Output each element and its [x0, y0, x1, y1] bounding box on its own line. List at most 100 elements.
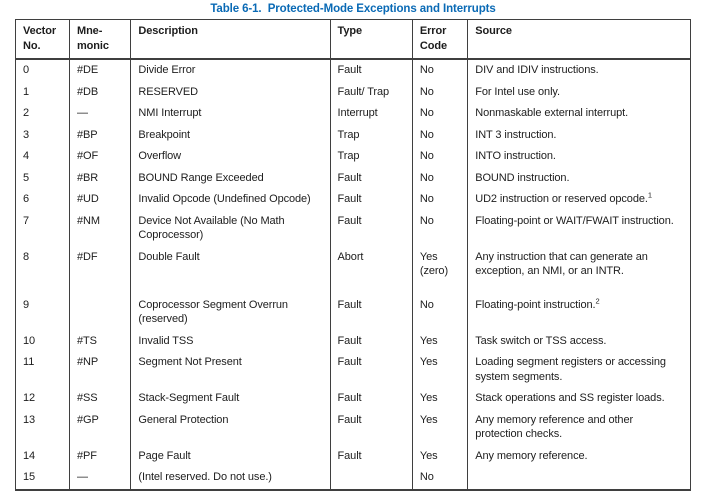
cell-error-code: Yes	[411, 445, 469, 468]
cell-mnemonic: #OF	[68, 146, 132, 168]
cell-source: Floating-point or WAIT/FWAIT instruction…	[467, 210, 691, 247]
cell-source: Stack operations and SS register loads.	[467, 388, 691, 410]
source-text: INTO instruction.	[475, 150, 556, 163]
cell-vector: 3	[15, 124, 70, 147]
cell-type: Abort	[329, 246, 413, 295]
cell-type: Interrupt	[329, 103, 413, 125]
cell-description: Coprocessor Segment Overrun (reserved)	[130, 294, 331, 331]
cell-type: Fault	[329, 445, 413, 468]
cell-description: Invalid Opcode (Undefined Opcode)	[130, 189, 331, 211]
source-text: UD2 instruction or reserved opcode.	[475, 193, 648, 206]
cell-mnemonic: #NP	[68, 352, 132, 389]
cell-mnemonic: #BP	[68, 124, 132, 147]
table-row: 2— NMI Interrupt Interrupt No Nonmaskable ex…	[15, 103, 691, 125]
table-row: 6 #UD Invalid Opcode (Undefined Opcode) Fau…	[15, 189, 691, 211]
cell-vector: 12	[15, 388, 70, 410]
cell-error-code: Yes	[411, 409, 469, 446]
cell-vector: 2	[15, 103, 70, 125]
cell-type	[329, 467, 413, 490]
source-text: Any memory reference.	[475, 449, 588, 462]
cell-type: Fault	[329, 409, 413, 446]
cell-description: Double Fault	[130, 246, 331, 295]
table-row: 15— (Intel reserved. Do not use.) No	[15, 467, 691, 490]
table-row: 9 Coprocessor Segment Overrun (reserved) F…	[15, 294, 691, 331]
cell-type: Trap	[329, 124, 413, 147]
source-text: For Intel use only.	[475, 85, 560, 98]
cell-description: General Protection	[130, 409, 331, 446]
cell-error-code: No	[411, 59, 469, 82]
table-row: 4 #OF Overflow Trap No INTO instruction.	[15, 146, 691, 168]
cell-vector: 1	[15, 81, 70, 104]
source-text: INT 3 instruction.	[475, 128, 557, 141]
cell-source: Nonmaskable external interrupt.	[467, 103, 691, 125]
cell-mnemonic	[68, 294, 132, 331]
cell-error-code: No	[411, 467, 469, 490]
cell-error-code: No	[411, 167, 469, 190]
source-text: BOUND instruction.	[475, 171, 570, 184]
cell-type: Fault	[329, 330, 413, 353]
table-row: 0 #DE Divide Error Fault No DIV and IDIV inst…	[15, 59, 691, 82]
cell-description: RESERVED	[130, 81, 331, 104]
cell-type: Fault	[329, 210, 413, 247]
source-text: Any instruction that can generate an exc…	[475, 250, 648, 278]
cell-source: Floating-point instruction.2	[467, 294, 691, 331]
source-text: Loading segment registers or accessing s…	[475, 356, 666, 383]
cell-source: Any memory reference.	[467, 445, 691, 468]
cell-mnemonic: #BR	[68, 167, 132, 190]
cell-mnemonic: #PF	[68, 445, 132, 468]
cell-vector: 6	[15, 189, 70, 211]
cell-mnemonic: #DF	[68, 246, 132, 295]
cell-mnemonic: #TS	[68, 330, 132, 353]
source-text: DIV and IDIV instructions.	[475, 64, 599, 77]
source-text: Nonmaskable external interrupt.	[475, 107, 629, 120]
header-row: Vector No. Mne- monic Description Type Error…	[15, 19, 691, 61]
cell-description: Page Fault	[130, 445, 331, 468]
table-row: 14 #PF Page Fault Fault Yes Any memory refere…	[15, 445, 691, 468]
table-row: 10 #TS Invalid TSS Fault Yes Task switch or T…	[15, 330, 691, 353]
table-title: Table 6-1. Protected-Mode Exceptions and…	[210, 3, 496, 15]
table-row: 7 #NM Device Not Available (No Math Coproc…	[15, 210, 691, 247]
cell-vector: 5	[15, 167, 70, 190]
cell-vector: 10	[15, 330, 70, 353]
table-row: 13 #GP General Protection Fault Yes Any memor…	[15, 409, 691, 446]
cell-source: INT 3 instruction.	[467, 124, 691, 147]
table-row: 8 #DF Double Fault Abort Yes (zero) Any instr…	[15, 246, 691, 295]
cell-vector: 14	[15, 445, 70, 468]
cell-vector: 11	[15, 352, 70, 389]
exceptions-table: Vector No. Mne- monic Description Type Error…	[15, 19, 691, 491]
footnote-marker: 2	[595, 296, 600, 306]
cell-source: UD2 instruction or reserved opcode.1	[467, 189, 691, 211]
cell-vector: 9	[15, 294, 70, 331]
source-text: Stack operations and SS register loads.	[475, 392, 665, 405]
cell-vector: 7	[15, 210, 70, 247]
cell-description: (Intel reserved. Do not use.)	[130, 467, 331, 490]
cell-error-code: Yes (zero)	[411, 246, 469, 295]
cell-source: Any memory reference and other protectio…	[467, 409, 691, 446]
cell-source: Loading segment registers or accessing s…	[467, 352, 691, 389]
cell-description: BOUND Range Exceeded	[130, 167, 331, 190]
cell-mnemonic: —	[68, 467, 132, 490]
cell-type: Fault	[329, 189, 413, 211]
cell-description: NMI Interrupt	[130, 103, 331, 125]
cell-mnemonic: #NM	[68, 210, 132, 247]
cell-error-code: No	[411, 189, 469, 211]
cell-error-code: No	[411, 124, 469, 147]
cell-type: Fault	[329, 352, 413, 389]
cell-mnemonic: —	[68, 103, 132, 125]
cell-source: For Intel use only.	[467, 81, 691, 104]
column-header-vector-no: Vector No.	[15, 19, 70, 61]
cell-vector: 8	[15, 246, 70, 295]
cell-mnemonic: #DB	[68, 81, 132, 104]
cell-error-code: Yes	[411, 388, 469, 410]
cell-vector: 13	[15, 409, 70, 446]
source-text: Task switch or TSS access.	[475, 334, 607, 347]
cell-error-code: No	[411, 81, 469, 104]
cell-source: Task switch or TSS access.	[467, 330, 691, 353]
footnote-marker: 1	[647, 190, 652, 200]
cell-error-code: No	[411, 294, 469, 331]
cell-type: Fault	[329, 167, 413, 190]
cell-mnemonic: #GP	[68, 409, 132, 446]
column-header-description: Description	[130, 19, 331, 61]
cell-type: Fault	[329, 388, 413, 410]
